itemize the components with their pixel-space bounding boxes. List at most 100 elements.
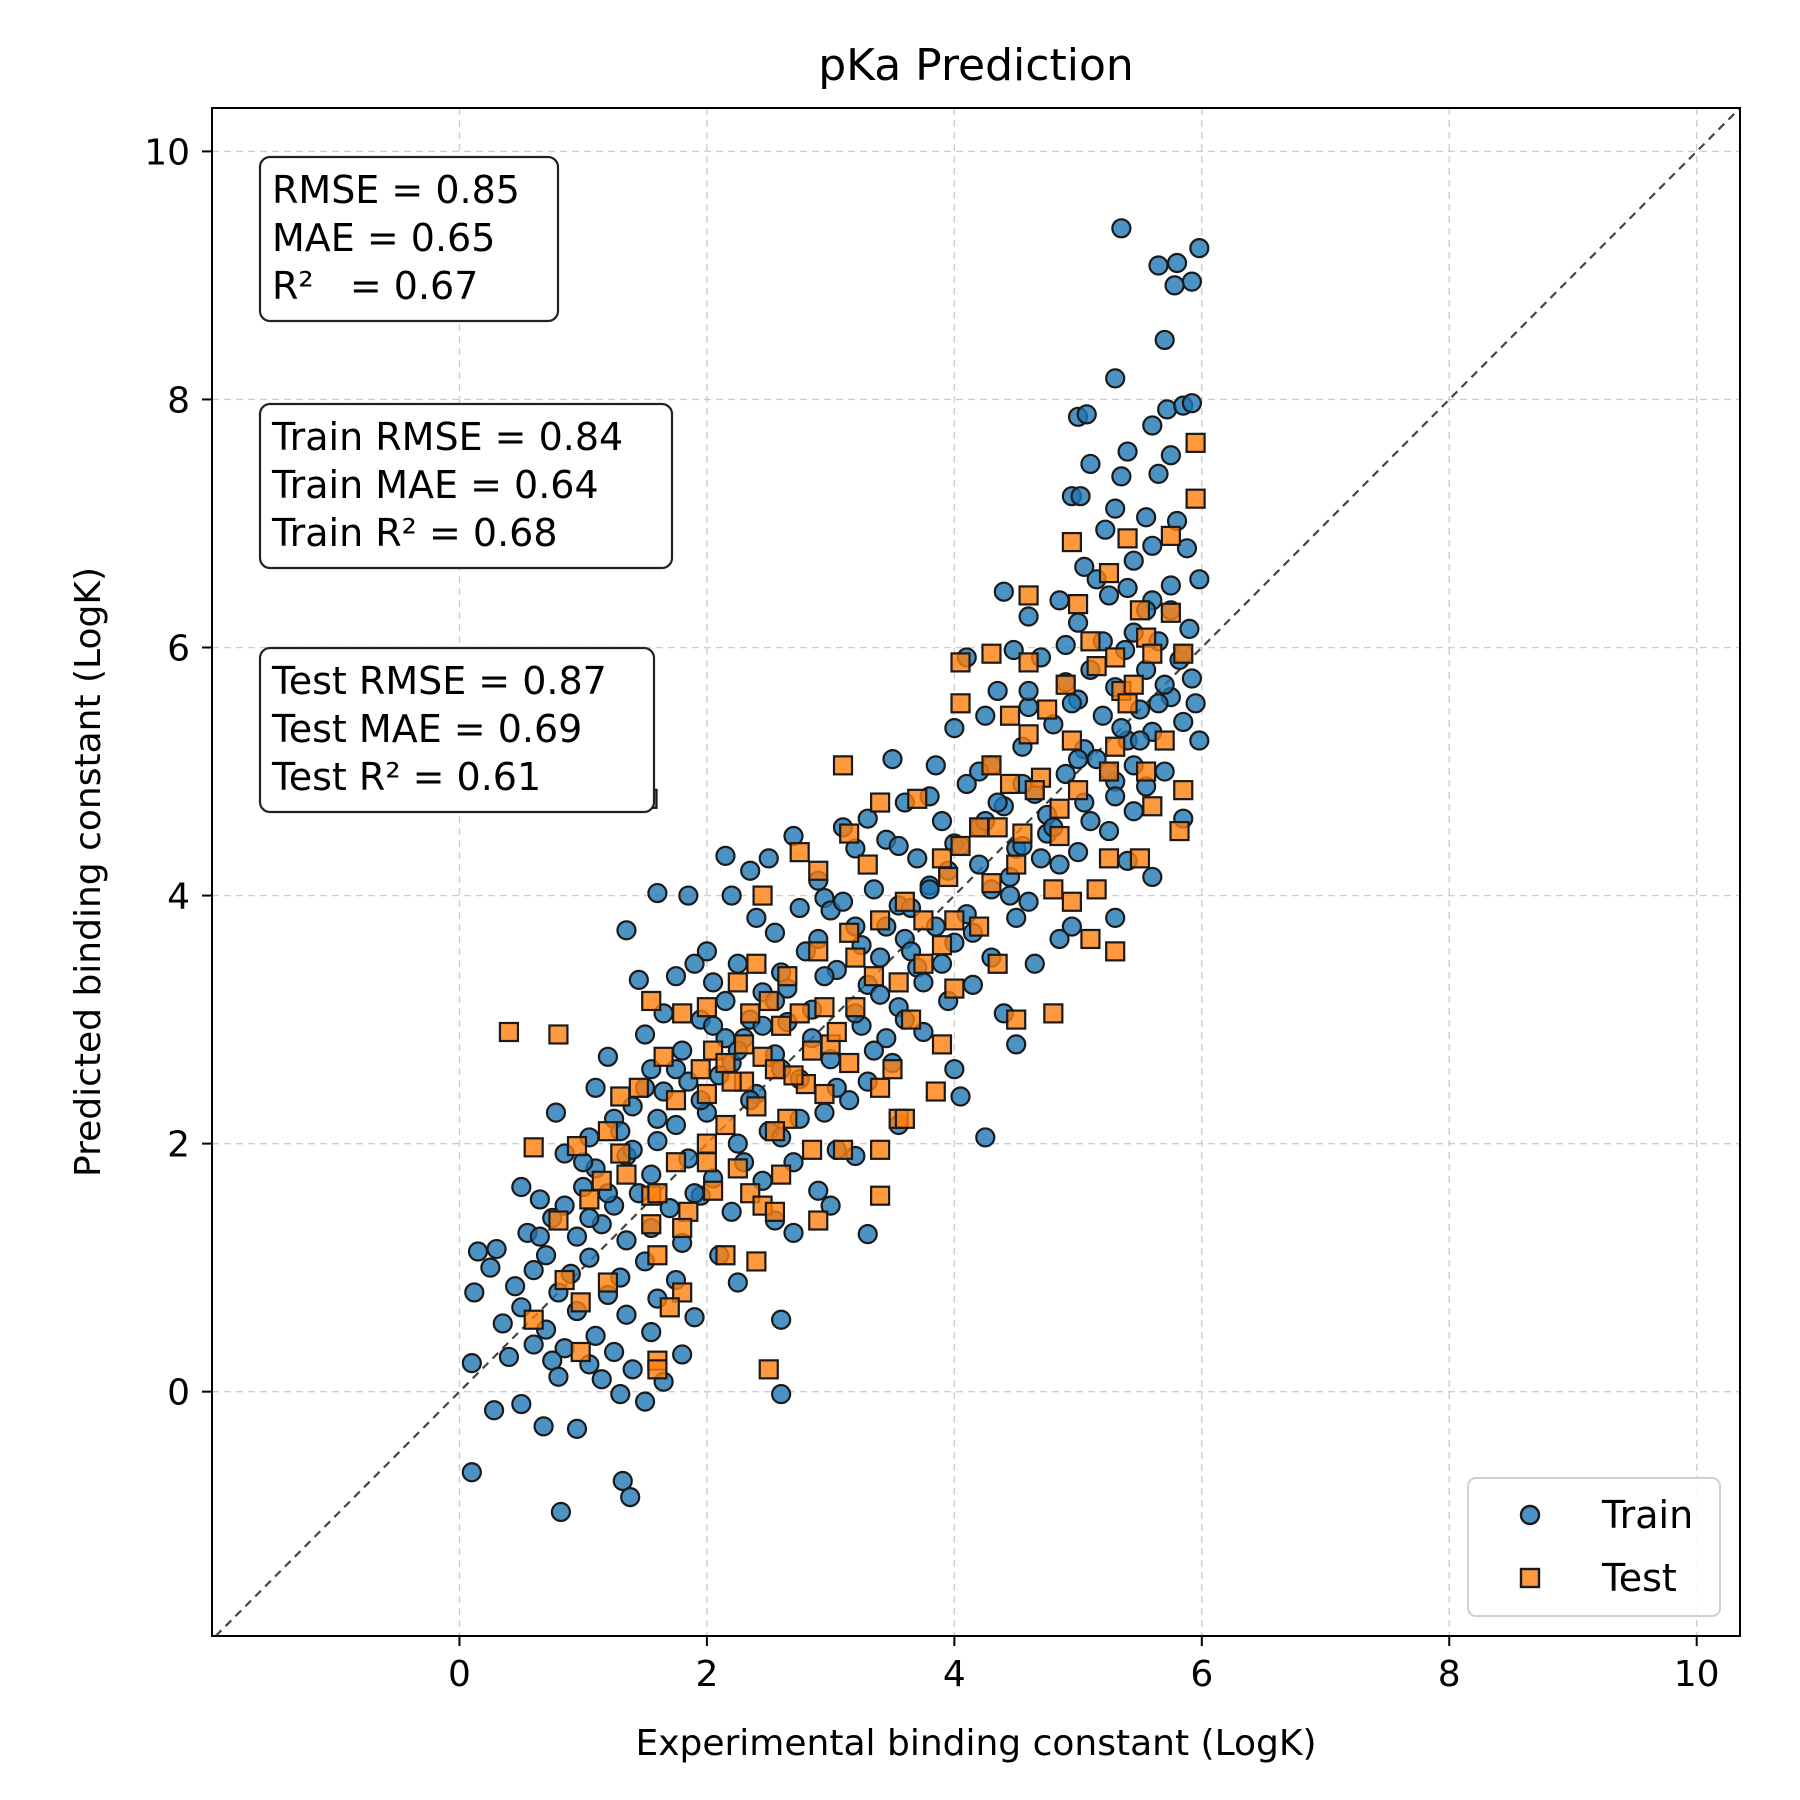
train-point <box>612 1470 633 1492</box>
train-point <box>1136 507 1157 528</box>
test-point <box>1018 585 1039 606</box>
test-point <box>1098 562 1120 584</box>
train-point <box>1181 668 1202 689</box>
train-point <box>715 845 736 866</box>
test-point <box>931 1034 953 1055</box>
train-point <box>616 1230 637 1251</box>
test-point <box>740 1003 761 1024</box>
test-point <box>1105 647 1126 668</box>
train-point <box>789 897 810 919</box>
test-point <box>746 953 767 974</box>
train-point <box>702 972 724 993</box>
x-tick-label: 10 <box>1674 1654 1720 1695</box>
test-point <box>789 842 810 863</box>
test-point <box>628 1077 649 1098</box>
train-point <box>665 1114 687 1136</box>
test-point <box>832 755 854 776</box>
test-point <box>752 885 773 906</box>
test-point <box>907 788 928 809</box>
train-point <box>814 966 835 987</box>
y-tick-label: 2 <box>167 1125 190 1166</box>
train-point <box>684 1307 705 1328</box>
test-point <box>548 1210 569 1231</box>
test-point <box>764 1059 786 1080</box>
test-point <box>925 1081 946 1102</box>
test-point <box>888 972 909 993</box>
train-point <box>533 1416 554 1437</box>
train-point <box>464 1282 485 1303</box>
test-point <box>1117 693 1138 714</box>
test-point <box>1098 848 1120 869</box>
test-point <box>870 1139 891 1160</box>
train-point <box>1105 368 1126 389</box>
train-point <box>641 1322 662 1343</box>
train-point <box>1018 680 1039 702</box>
train-point <box>1006 1034 1027 1055</box>
test-point <box>771 1164 792 1185</box>
y-tick-label: 6 <box>167 629 190 670</box>
train-point <box>1142 415 1163 436</box>
train-point <box>1160 575 1181 596</box>
train-point <box>1173 711 1194 733</box>
test-point <box>764 1121 786 1142</box>
chart-title: pKa Prediction <box>818 40 1134 91</box>
test-point <box>987 953 1008 974</box>
test-point <box>523 1309 544 1330</box>
axis-ticks: 0 2 4 6 8 10 0 2 4 6 8 10 <box>144 132 1719 1695</box>
train-point <box>634 1391 656 1412</box>
train-point <box>1154 674 1175 695</box>
train-point <box>1154 761 1175 782</box>
test-point <box>746 1251 767 1272</box>
test-point <box>814 997 835 1018</box>
train-point <box>511 1393 532 1415</box>
train-point <box>622 1359 643 1380</box>
test-point <box>1043 1003 1064 1024</box>
test-point <box>999 773 1021 795</box>
train-point <box>727 1272 748 1293</box>
train-point <box>1061 693 1082 714</box>
test-point <box>1117 528 1138 549</box>
train-point <box>987 792 1008 813</box>
train-point <box>1076 404 1097 425</box>
test-point <box>570 1292 591 1313</box>
test-point <box>870 1077 891 1098</box>
test-point <box>554 1269 575 1291</box>
test-point <box>789 1003 810 1024</box>
test-point <box>647 1245 668 1266</box>
overall-stats-box: RMSE = 0.85 MAE = 0.65 R² = 0.67 <box>258 155 560 323</box>
test-point <box>1169 820 1190 842</box>
test-point <box>894 891 915 912</box>
test-point <box>1049 825 1070 847</box>
test-point <box>1142 796 1163 817</box>
legend-train-label: Train <box>1601 1493 1693 1537</box>
train-point <box>483 1400 505 1421</box>
overall-rmse: RMSE = 0.85 <box>272 168 520 212</box>
train-mae: Train MAE = 0.64 <box>271 463 599 507</box>
train-point <box>492 1313 513 1334</box>
test-r2: Test R² = 0.61 <box>271 755 541 799</box>
train-point <box>1129 730 1151 751</box>
test-point <box>801 1139 823 1160</box>
test-point <box>1080 631 1101 652</box>
test-point <box>1173 780 1194 801</box>
train-point <box>919 879 940 900</box>
test-point <box>548 1024 569 1045</box>
train-point <box>956 773 977 795</box>
train-point <box>1105 498 1126 519</box>
test-point <box>696 1152 717 1173</box>
train-point <box>882 749 903 770</box>
train-point <box>628 969 649 991</box>
train-point <box>647 1108 668 1129</box>
test-point <box>641 990 662 1012</box>
y-tick-label: 0 <box>167 1373 190 1414</box>
test-point <box>845 997 866 1018</box>
train-point <box>944 718 965 739</box>
train-point <box>1070 486 1091 507</box>
plot-frame <box>211 107 1741 1637</box>
test-point <box>913 910 934 931</box>
train-point <box>1181 271 1202 292</box>
train-point <box>1166 252 1188 274</box>
train-point <box>870 947 891 968</box>
train-point <box>1030 848 1052 869</box>
train-point <box>1117 441 1138 462</box>
